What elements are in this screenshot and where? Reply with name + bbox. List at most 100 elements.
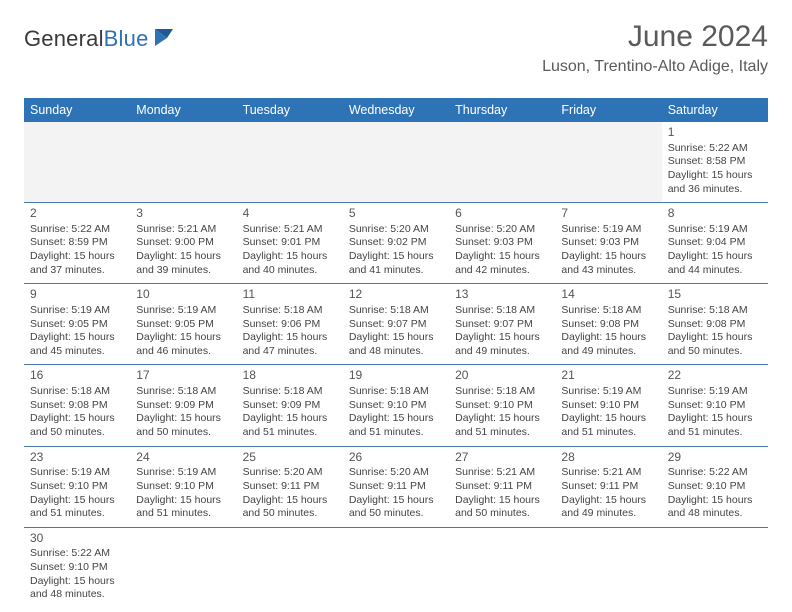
calendar-cell-day: 16Sunrise: 5:18 AMSunset: 9:08 PMDayligh… [24, 365, 130, 446]
sunrise-text: Sunrise: 5:18 AM [668, 304, 762, 318]
sunset-text: Sunset: 9:10 PM [668, 399, 762, 413]
sunrise-text: Sunrise: 5:22 AM [30, 223, 124, 237]
dow-sunday: Sunday [24, 98, 130, 122]
sunrise-text: Sunrise: 5:22 AM [30, 547, 124, 561]
sunset-text: Sunset: 9:11 PM [349, 480, 443, 494]
calendar-cell-day: 3Sunrise: 5:21 AMSunset: 9:00 PMDaylight… [130, 203, 236, 284]
sunset-text: Sunset: 9:10 PM [30, 480, 124, 494]
day-number: 5 [349, 206, 443, 222]
location-subtitle: Luson, Trentino-Alto Adige, Italy [542, 58, 768, 76]
sunset-text: Sunset: 9:10 PM [561, 399, 655, 413]
daylight-text: Daylight: 15 hours and 51 minutes. [668, 412, 762, 439]
calendar-cell-day: 7Sunrise: 5:19 AMSunset: 9:03 PMDaylight… [555, 203, 661, 284]
sunset-text: Sunset: 9:11 PM [455, 480, 549, 494]
sunset-text: Sunset: 9:08 PM [30, 399, 124, 413]
sunset-text: Sunset: 9:10 PM [136, 480, 230, 494]
sunrise-text: Sunrise: 5:22 AM [668, 466, 762, 480]
sunrise-text: Sunrise: 5:18 AM [243, 304, 337, 318]
calendar-cell-day: 27Sunrise: 5:21 AMSunset: 9:11 PMDayligh… [449, 446, 555, 527]
daylight-text: Daylight: 15 hours and 50 minutes. [243, 494, 337, 521]
calendar-week-row: 23Sunrise: 5:19 AMSunset: 9:10 PMDayligh… [24, 446, 768, 527]
calendar-cell-day: 4Sunrise: 5:21 AMSunset: 9:01 PMDaylight… [237, 203, 343, 284]
calendar-cell-empty [24, 122, 130, 203]
daylight-text: Daylight: 15 hours and 51 minutes. [455, 412, 549, 439]
calendar-cell-empty [555, 527, 661, 608]
day-number: 14 [561, 287, 655, 303]
calendar-cell-day: 1Sunrise: 5:22 AMSunset: 8:58 PMDaylight… [662, 122, 768, 203]
calendar-cell-day: 22Sunrise: 5:19 AMSunset: 9:10 PMDayligh… [662, 365, 768, 446]
sunset-text: Sunset: 8:59 PM [30, 236, 124, 250]
calendar-cell-empty [343, 122, 449, 203]
sunrise-text: Sunrise: 5:19 AM [668, 385, 762, 399]
calendar-table: Sunday Monday Tuesday Wednesday Thursday… [24, 98, 768, 608]
sunset-text: Sunset: 9:10 PM [30, 561, 124, 575]
daylight-text: Daylight: 15 hours and 51 minutes. [243, 412, 337, 439]
sunrise-text: Sunrise: 5:21 AM [136, 223, 230, 237]
sunset-text: Sunset: 9:11 PM [561, 480, 655, 494]
sunrise-text: Sunrise: 5:18 AM [30, 385, 124, 399]
sunset-text: Sunset: 9:09 PM [136, 399, 230, 413]
day-number: 30 [30, 531, 124, 547]
calendar-cell-empty [449, 122, 555, 203]
sunset-text: Sunset: 8:58 PM [668, 155, 762, 169]
day-number: 8 [668, 206, 762, 222]
day-number: 7 [561, 206, 655, 222]
sunrise-text: Sunrise: 5:18 AM [349, 304, 443, 318]
calendar-week-row: 1Sunrise: 5:22 AMSunset: 8:58 PMDaylight… [24, 122, 768, 203]
day-number: 3 [136, 206, 230, 222]
day-number: 19 [349, 368, 443, 384]
day-of-week-row: Sunday Monday Tuesday Wednesday Thursday… [24, 98, 768, 122]
day-number: 18 [243, 368, 337, 384]
daylight-text: Daylight: 15 hours and 47 minutes. [243, 331, 337, 358]
sunrise-text: Sunrise: 5:22 AM [668, 142, 762, 156]
sunrise-text: Sunrise: 5:18 AM [349, 385, 443, 399]
page-header: GeneralBlue June 2024 Luson, Trentino-Al… [24, 20, 768, 90]
sunset-text: Sunset: 9:06 PM [243, 318, 337, 332]
calendar-cell-empty [555, 122, 661, 203]
sunrise-text: Sunrise: 5:21 AM [561, 466, 655, 480]
day-number: 6 [455, 206, 549, 222]
daylight-text: Daylight: 15 hours and 51 minutes. [561, 412, 655, 439]
daylight-text: Daylight: 15 hours and 51 minutes. [30, 494, 124, 521]
calendar-cell-empty [449, 527, 555, 608]
calendar-cell-empty [343, 527, 449, 608]
calendar-cell-empty [237, 527, 343, 608]
sunrise-text: Sunrise: 5:19 AM [561, 223, 655, 237]
calendar-cell-day: 23Sunrise: 5:19 AMSunset: 9:10 PMDayligh… [24, 446, 130, 527]
dow-friday: Friday [555, 98, 661, 122]
daylight-text: Daylight: 15 hours and 49 minutes. [455, 331, 549, 358]
calendar-cell-day: 2Sunrise: 5:22 AMSunset: 8:59 PMDaylight… [24, 203, 130, 284]
calendar-cell-day: 12Sunrise: 5:18 AMSunset: 9:07 PMDayligh… [343, 284, 449, 365]
daylight-text: Daylight: 15 hours and 43 minutes. [561, 250, 655, 277]
sunrise-text: Sunrise: 5:18 AM [243, 385, 337, 399]
sunset-text: Sunset: 9:10 PM [455, 399, 549, 413]
calendar-cell-day: 13Sunrise: 5:18 AMSunset: 9:07 PMDayligh… [449, 284, 555, 365]
calendar-cell-day: 5Sunrise: 5:20 AMSunset: 9:02 PMDaylight… [343, 203, 449, 284]
calendar-cell-day: 19Sunrise: 5:18 AMSunset: 9:10 PMDayligh… [343, 365, 449, 446]
calendar-cell-day: 20Sunrise: 5:18 AMSunset: 9:10 PMDayligh… [449, 365, 555, 446]
sunset-text: Sunset: 9:00 PM [136, 236, 230, 250]
day-number: 26 [349, 450, 443, 466]
sunset-text: Sunset: 9:08 PM [668, 318, 762, 332]
sunrise-text: Sunrise: 5:20 AM [349, 466, 443, 480]
daylight-text: Daylight: 15 hours and 48 minutes. [668, 494, 762, 521]
title-block: June 2024 Luson, Trentino-Alto Adige, It… [542, 20, 768, 76]
daylight-text: Daylight: 15 hours and 39 minutes. [136, 250, 230, 277]
calendar-cell-empty [662, 527, 768, 608]
calendar-cell-day: 8Sunrise: 5:19 AMSunset: 9:04 PMDaylight… [662, 203, 768, 284]
sunset-text: Sunset: 9:04 PM [668, 236, 762, 250]
daylight-text: Daylight: 15 hours and 36 minutes. [668, 169, 762, 196]
sunrise-text: Sunrise: 5:19 AM [136, 304, 230, 318]
sunset-text: Sunset: 9:08 PM [561, 318, 655, 332]
day-number: 13 [455, 287, 549, 303]
dow-tuesday: Tuesday [237, 98, 343, 122]
calendar-week-row: 2Sunrise: 5:22 AMSunset: 8:59 PMDaylight… [24, 203, 768, 284]
daylight-text: Daylight: 15 hours and 51 minutes. [136, 494, 230, 521]
sunrise-text: Sunrise: 5:20 AM [349, 223, 443, 237]
sunrise-text: Sunrise: 5:21 AM [243, 223, 337, 237]
sunrise-text: Sunrise: 5:19 AM [561, 385, 655, 399]
sunset-text: Sunset: 9:10 PM [349, 399, 443, 413]
calendar-week-row: 9Sunrise: 5:19 AMSunset: 9:05 PMDaylight… [24, 284, 768, 365]
brand-text-blue: Blue [104, 26, 149, 51]
day-number: 25 [243, 450, 337, 466]
